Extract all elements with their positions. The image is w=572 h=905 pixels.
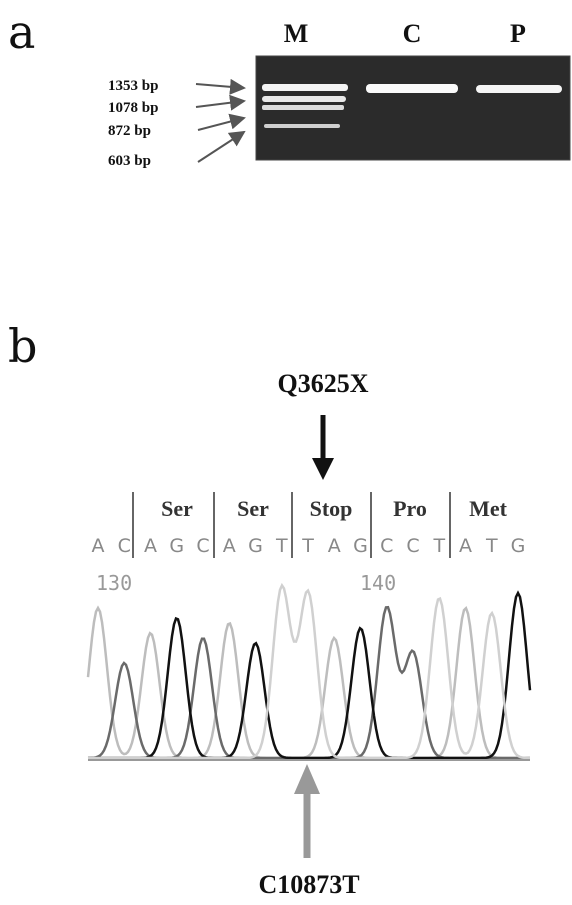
marker-arrows: [196, 84, 244, 162]
arrow-head: [312, 458, 334, 480]
base: A: [223, 535, 236, 557]
band: [366, 84, 458, 93]
trace: [88, 608, 530, 758]
panel-label: a: [8, 5, 35, 59]
band: [264, 124, 340, 128]
marker-label: 603 bp: [108, 153, 151, 169]
base: T: [432, 535, 445, 557]
amino-acid: Pro: [393, 496, 427, 521]
marker-label: 872 bp: [108, 123, 151, 139]
base: C: [380, 535, 393, 557]
band: [476, 85, 562, 93]
amino-acid: Met: [469, 496, 508, 521]
base: C: [118, 535, 131, 557]
amino-acids: Ser Ser Stop Pro Met: [161, 496, 507, 521]
mutation-label: Q3625X: [278, 369, 369, 398]
base: A: [459, 535, 472, 557]
position-label: 140: [360, 571, 396, 595]
amino-acid: Ser: [161, 496, 193, 521]
base: T: [275, 535, 288, 557]
base: T: [301, 535, 314, 557]
figure: a M C P 1353 bp 1078 bp 872 bp 603 bp b …: [0, 0, 572, 905]
lane-label: C: [403, 19, 422, 48]
base: A: [92, 535, 105, 557]
panel-label: b: [8, 319, 37, 373]
base: C: [406, 535, 419, 557]
base: T: [485, 535, 498, 557]
arrow: [196, 101, 244, 107]
arrow: [196, 84, 244, 88]
band: [262, 84, 348, 91]
arrow: [198, 118, 244, 130]
band: [262, 105, 344, 110]
marker-label: 1353 bp: [108, 78, 158, 94]
arrow: [198, 132, 244, 162]
substitution-label: C10873T: [258, 870, 359, 899]
position-label: 130: [96, 571, 132, 595]
lane-label: M: [284, 19, 309, 48]
base: G: [511, 535, 526, 557]
trace: [88, 607, 530, 758]
base: C: [196, 535, 209, 557]
base: A: [144, 535, 157, 557]
amino-acid: Ser: [237, 496, 269, 521]
base: G: [248, 535, 263, 557]
base: A: [328, 535, 341, 557]
amino-acid: Stop: [310, 496, 353, 521]
chromatogram: [88, 586, 530, 759]
arrow-head: [294, 764, 320, 794]
base: G: [169, 535, 184, 557]
band: [262, 96, 346, 102]
lane-label: P: [510, 19, 526, 48]
marker-label: 1078 bp: [108, 100, 158, 116]
page: {"panel_a": {"label": "a", "lanes": ["M"…: [0, 0, 572, 905]
trace: [88, 593, 530, 758]
base: G: [353, 535, 368, 557]
